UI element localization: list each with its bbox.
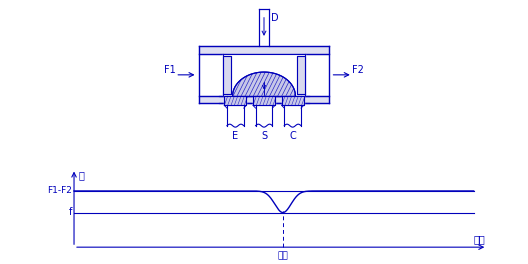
Text: F1: F1 xyxy=(164,65,176,75)
Text: E: E xyxy=(232,131,239,141)
Polygon shape xyxy=(223,56,231,94)
Text: f: f xyxy=(69,207,72,217)
Text: C: C xyxy=(289,131,296,141)
Polygon shape xyxy=(256,105,272,126)
Polygon shape xyxy=(223,54,305,96)
Polygon shape xyxy=(253,96,275,105)
Polygon shape xyxy=(259,9,269,46)
Polygon shape xyxy=(297,56,305,94)
Text: 中间: 中间 xyxy=(278,251,288,260)
Text: 力: 力 xyxy=(79,170,84,180)
Text: F2: F2 xyxy=(352,65,364,75)
Text: F1-F2: F1-F2 xyxy=(47,186,72,195)
Polygon shape xyxy=(227,105,244,126)
Polygon shape xyxy=(232,72,296,96)
Polygon shape xyxy=(281,96,304,105)
Text: D: D xyxy=(271,13,279,23)
Text: 位置: 位置 xyxy=(473,234,485,244)
Polygon shape xyxy=(224,96,247,105)
Polygon shape xyxy=(284,105,301,126)
Text: S: S xyxy=(261,131,267,141)
